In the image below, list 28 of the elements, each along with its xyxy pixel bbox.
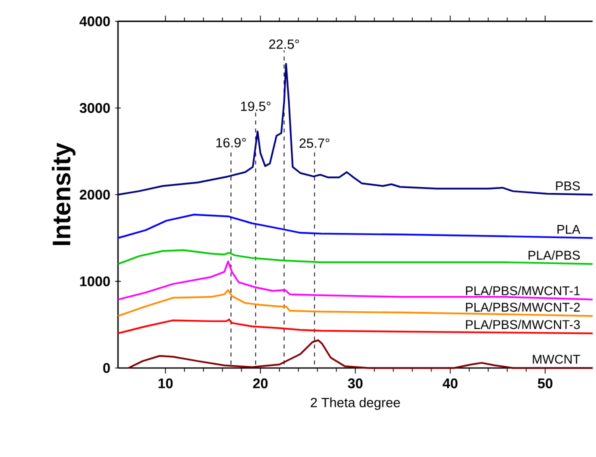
line-series [117,318,594,334]
line-series [117,260,594,300]
series-label: PLA/PBS [528,250,580,260]
y-tick-label: 4000 [80,16,110,26]
line-series [117,214,594,239]
y-tick-label: 1000 [80,276,110,286]
series-label: PLA/PBS/MWCNT-1 [466,286,580,296]
y-axis-title: Intensity [52,142,76,245]
series-label: MWCNT [532,354,580,364]
y-tick-label: 0 [103,362,110,373]
x-tick-label: 40 [442,378,458,388]
line-series [128,339,594,369]
y-tick-label: 2000 [80,190,110,200]
series-label: PLA [558,224,580,234]
x-axis-title: 2 Theta degree [310,397,400,410]
ref-line-label: 22.5° [269,39,299,49]
series-label: PLA/PBS/MWCNT-2 [466,302,580,312]
x-tick-label: 20 [253,378,268,388]
ref-line-label: 25.7° [300,138,330,148]
x-tick-label: 10 [158,378,173,388]
line-series [117,62,594,196]
ref-line-label: 16.9° [216,138,246,148]
x-tick-label: 50 [538,378,552,388]
ref-line-label: 19.5° [241,101,270,111]
y-tick-label: 3000 [80,102,110,113]
series-label: PBS [556,181,580,190]
series-label: PLA/PBS/MWCNT-3 [466,320,580,329]
x-tick-label: 30 [348,378,363,388]
